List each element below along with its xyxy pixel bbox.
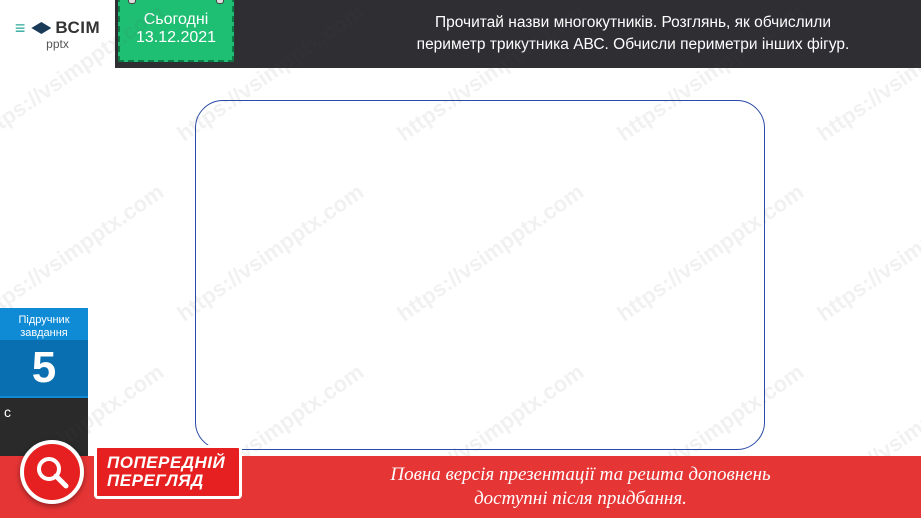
date-badge: Сьогодні 13.12.2021 bbox=[118, 0, 234, 62]
preview-badge-text: ПОПЕРЕДНІЙ ПЕРЕГЛЯД bbox=[94, 445, 242, 499]
date-value: 13.12.2021 bbox=[136, 29, 216, 47]
task-number-widget[interactable]: Підручник завдання 5 bbox=[0, 308, 88, 398]
header-line1: Прочитай назви многокутників. Розглянь, … bbox=[435, 14, 831, 31]
logo-brand: ВСІМ bbox=[55, 18, 100, 38]
date-today-label: Сьогодні bbox=[144, 11, 209, 29]
task-number: 5 bbox=[0, 340, 88, 396]
header-instruction: Прочитай назви многокутників. Розглянь, … bbox=[115, 12, 921, 55]
header-line2: периметр трикутника АВС. Обчисли перимет… bbox=[417, 36, 850, 53]
dark-strip-text: с bbox=[4, 404, 11, 420]
logo-subtitle: pptx bbox=[46, 37, 69, 51]
magnifier-icon bbox=[20, 440, 84, 504]
task-caption: Підручник завдання bbox=[0, 310, 88, 340]
watermark-text: https://vsimpptx.com bbox=[813, 179, 921, 327]
preview-badge[interactable]: ПОПЕРЕДНІЙ ПЕРЕГЛЯД bbox=[20, 440, 242, 504]
slide-root: { "logo": { "brand": "ВСІМ", "sub": "ppt… bbox=[0, 0, 921, 518]
paperclip-icon bbox=[216, 0, 224, 4]
logo-lines-icon bbox=[15, 18, 28, 39]
banner-line2: доступні після придбання. bbox=[474, 488, 687, 509]
watermark-text: https://vsimpptx.com bbox=[0, 179, 169, 327]
banner-line1: Повна версія презентації та решта доповн… bbox=[390, 464, 770, 485]
paperclip-icon bbox=[128, 0, 136, 4]
logo: ВСІМ pptx bbox=[0, 0, 115, 68]
graduation-cap-icon bbox=[31, 22, 51, 34]
content-frame bbox=[195, 100, 765, 450]
